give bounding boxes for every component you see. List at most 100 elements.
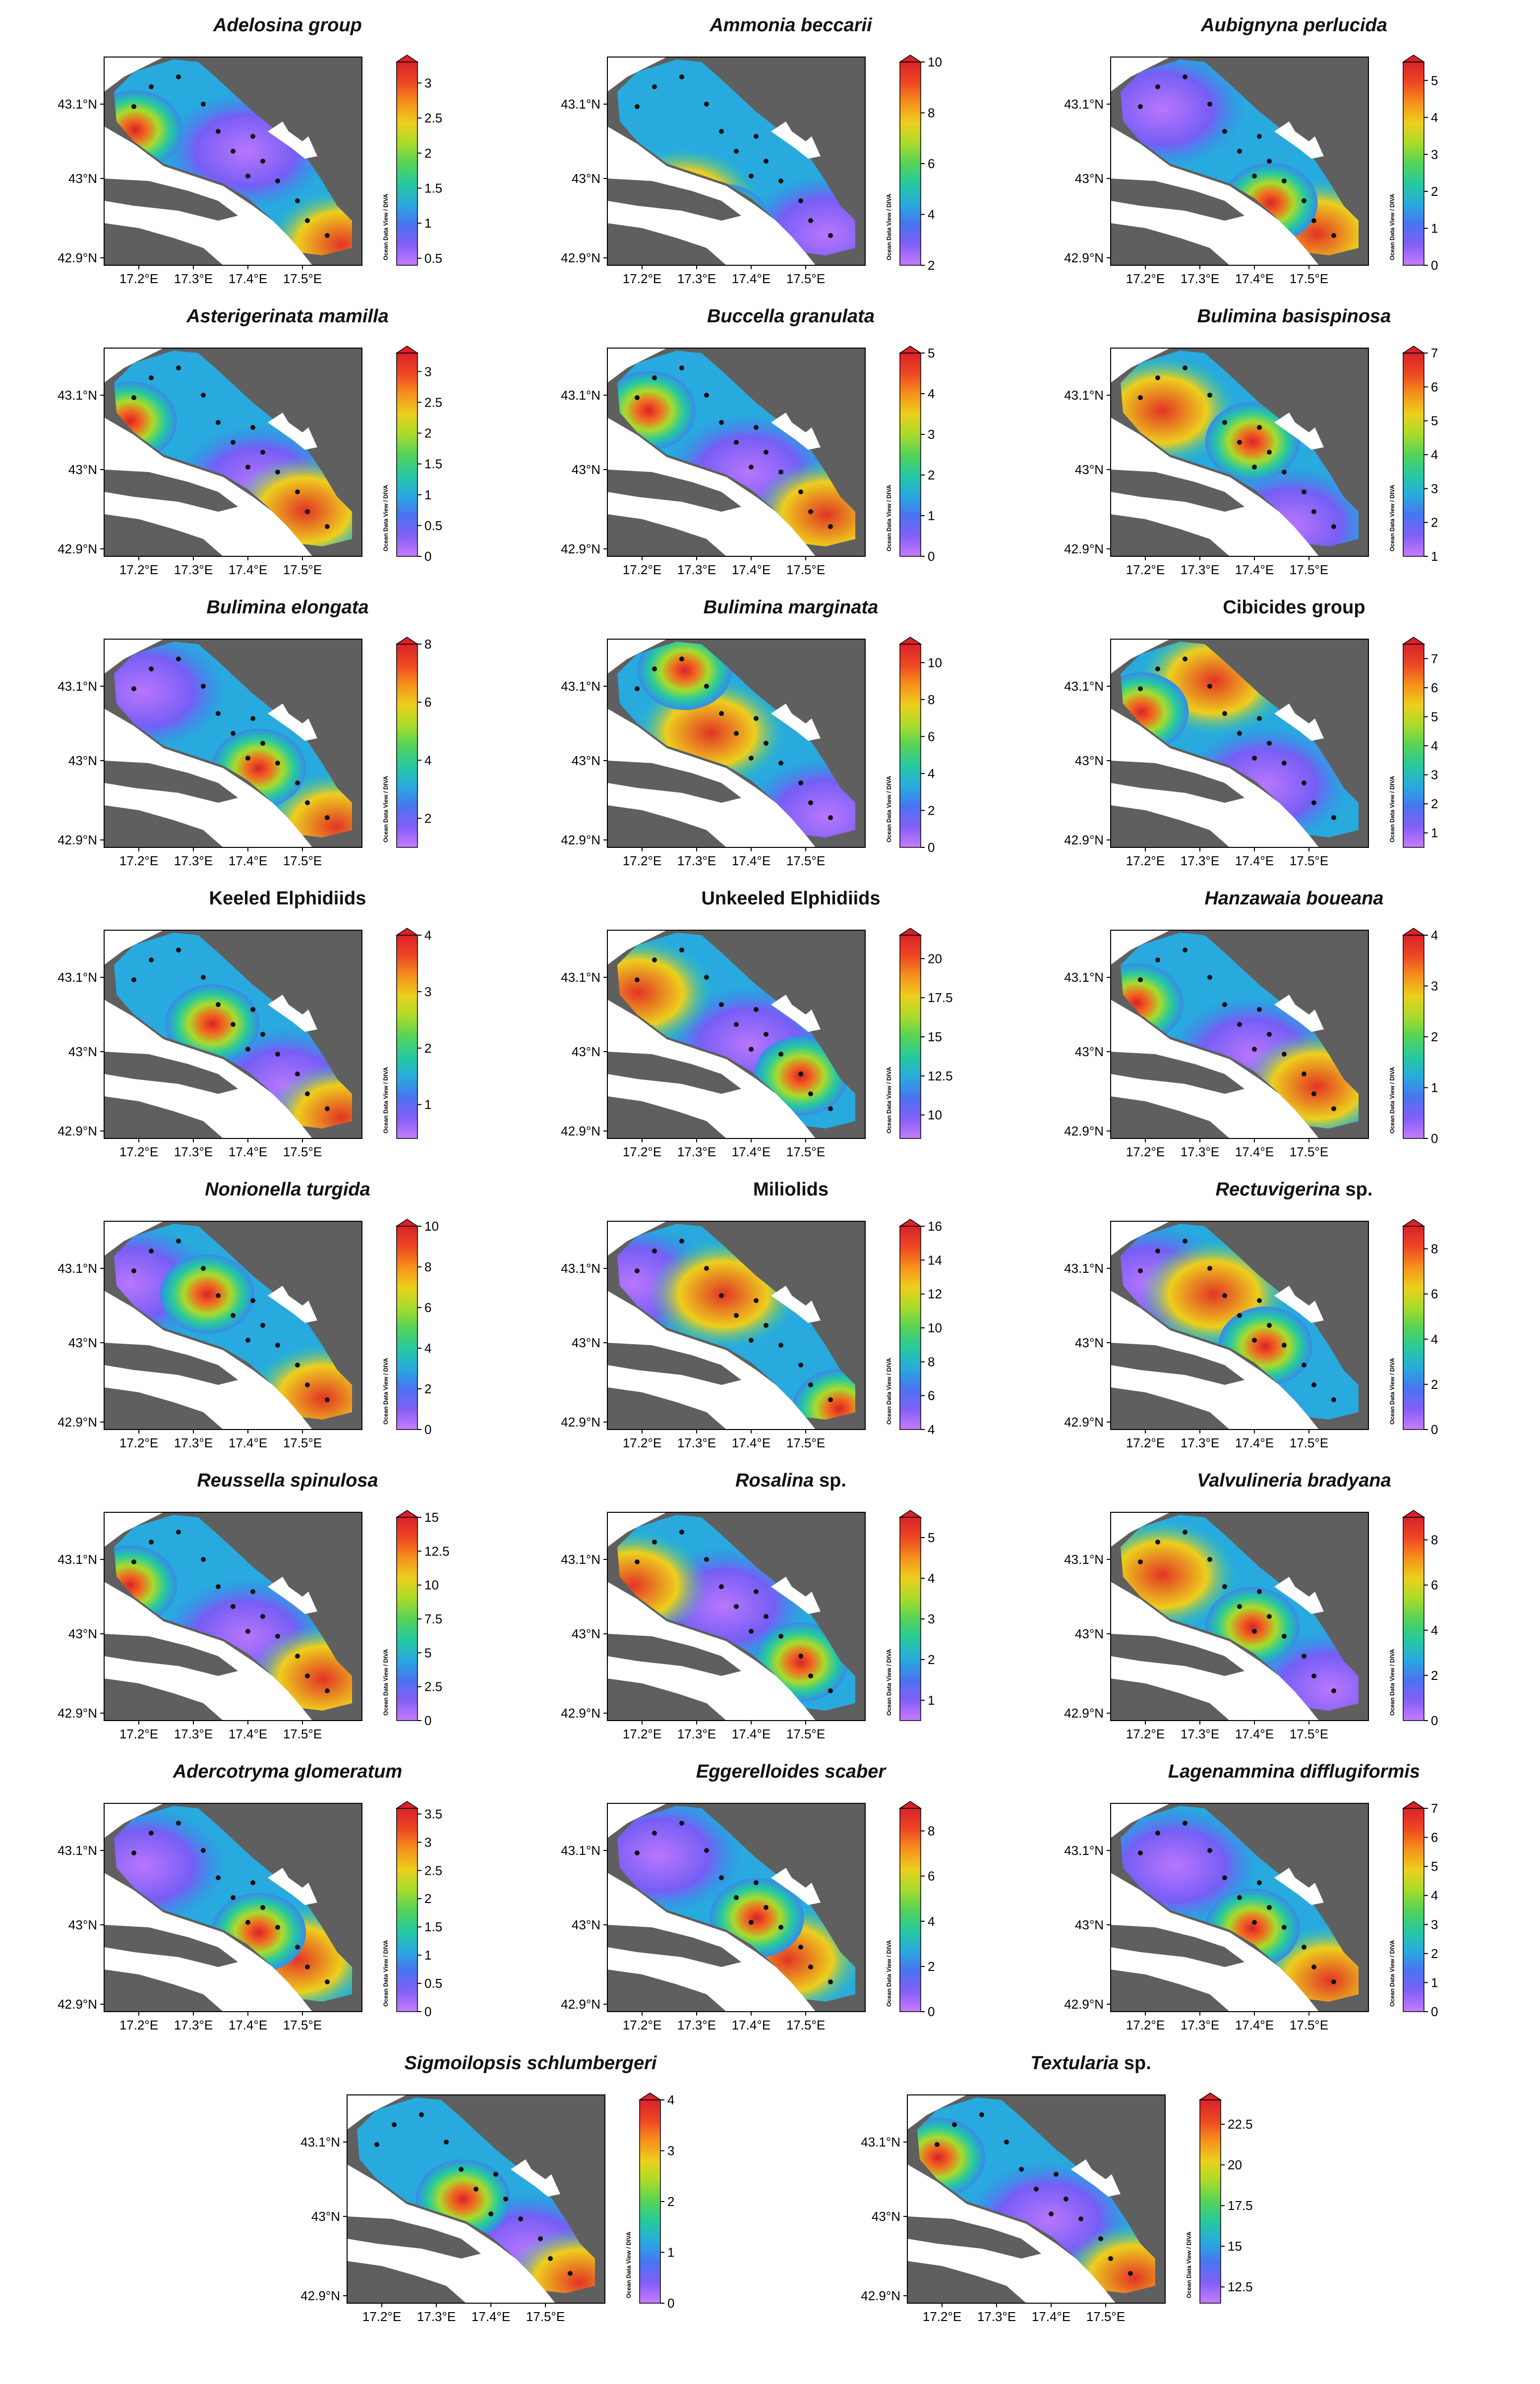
island-land [1111,1678,1230,1721]
colorbar-tick-label: 3 [928,427,935,442]
colorbar-tick-label: 2 [667,2194,674,2209]
longitude-tick-label: 17.5°E [1290,1727,1328,1741]
colorbar-cap [1402,1801,1425,1809]
sampling-station [798,780,803,785]
colorbar [639,2099,661,2304]
latitude-tick-label: 43°N [572,1917,600,1932]
panel-title-part: sp. [814,1470,846,1491]
colorbar-tick-label: 1.5 [424,1919,442,1934]
colorbar-tick-label: 0 [1431,258,1438,273]
colorbar-tick-label: 4 [1431,928,1438,943]
colorbar-tick-label: 4 [928,1571,935,1586]
field-peak [114,1546,177,1625]
sampling-station [734,440,739,445]
sampling-station [216,1875,221,1880]
sampling-station [1311,1965,1316,1969]
longitude-tick-label: 17.5°E [283,1144,322,1159]
sampling-station [1267,1032,1272,1037]
odv-credit: Ocean Data View / DIVA [886,1940,892,2007]
sampling-station [1098,2236,1103,2241]
island-land [607,470,741,512]
coast-inlet [268,1577,317,1614]
colorbar-tick-label: 8 [928,106,935,120]
colorbar-tick-label: 0 [1431,2004,1438,2019]
sampling-station [149,84,154,89]
colorbar-tick-label: 6 [1431,1287,1438,1302]
island-land [104,805,223,847]
odv-credit: Ocean Data View / DIVA [625,2231,632,2298]
latitude-tick-label: 43°N [68,753,97,768]
latitude-tick-label: 43°N [572,1044,600,1059]
sampling-station [131,1268,136,1273]
map-area [104,57,362,266]
sea-area [104,1000,312,1138]
longitude-tick-label: 17.2°E [923,2309,961,2324]
sea-area [347,2095,407,2130]
sea-area [1111,1512,1170,1547]
latitude-tick-label: 43°N [68,1044,97,1059]
sampling-station [734,149,739,154]
sampling-station [798,1945,803,1950]
sampling-station [719,1584,724,1589]
sampling-station [250,716,255,721]
coast-inlet [1071,2159,1121,2197]
sampling-station [764,159,769,164]
colorbar-tick-label: 2 [424,426,431,441]
sampling-station [808,1965,813,1969]
colorbar-tick-label: 0 [424,549,431,564]
sampling-station [201,393,206,398]
longitude-tick-label: 17.3°E [977,2309,1016,2324]
colorbar [1403,644,1424,848]
sampling-station [131,395,136,400]
island-land [1111,1634,1244,1676]
longitude-tick-label: 17.5°E [1290,853,1328,868]
longitude-tick-label: 17.4°E [732,271,770,286]
panel-title: Rosalina sp. [602,1465,979,1496]
colorbar [396,1226,418,1430]
island-land [607,805,726,847]
colorbar-tick-label: 4 [928,1422,935,1437]
sampling-station [1282,1634,1287,1639]
species-map-panel: Lagenammina difflugiformis 43.1°N 43°N 42.9… [1046,1756,1540,2034]
longitude-tick-label: 17.2°E [1126,2018,1165,2032]
sampling-station [250,1007,255,1012]
map-border [104,348,362,557]
panel-title: Eggerelloides scaber [696,1761,886,1782]
colorbar-cap [898,346,922,354]
longitude-tick-label: 17.2°E [119,1435,158,1450]
sampling-station [1237,1022,1242,1027]
map-area [1110,930,1369,1139]
sampling-station [245,1920,250,1925]
sea-area [104,417,312,556]
sampling-station [1311,1091,1316,1096]
sampling-station [275,1052,280,1057]
sampling-station [1267,159,1272,164]
colorbar-tick-label: 5 [1431,73,1438,88]
latitude-tick-label: 43°N [311,2209,340,2224]
sampling-station [176,365,181,370]
colorbar-tick-label: 8 [928,1824,935,1839]
latitude-tick-label: 43.1°N [58,1843,97,1858]
sampling-station [1222,711,1227,716]
longitude-tick-label: 17.2°E [623,271,661,286]
longitude-tick-label: 17.4°E [732,853,770,868]
colorbar-tick-label: 1.5 [424,180,442,195]
island-land [607,1678,726,1721]
colorbar-cap [898,637,922,645]
coast-inlet [771,413,821,450]
longitude-tick-label: 17.4°E [229,853,267,868]
longitude-tick-label: 17.3°E [174,2018,213,2032]
species-map-panel: Adelosina group 43.1°N 43°N 42.9°N 17.2°E 17.… [40,10,535,288]
sampling-station [652,1540,657,1545]
island-land [907,2216,1041,2259]
interpolated-field [1121,1806,1359,2002]
sampling-station [245,174,250,179]
odv-credit: Ocean Data View / DIVA [1389,193,1396,260]
colorbar-tick-label: 6 [928,156,935,171]
sampling-station [1257,1880,1262,1885]
colorbar-tick-label: 2 [1431,1668,1438,1683]
map-border [607,57,866,266]
sea-area [1111,709,1319,847]
sea-area [1111,126,1319,265]
map-area [1110,57,1369,266]
